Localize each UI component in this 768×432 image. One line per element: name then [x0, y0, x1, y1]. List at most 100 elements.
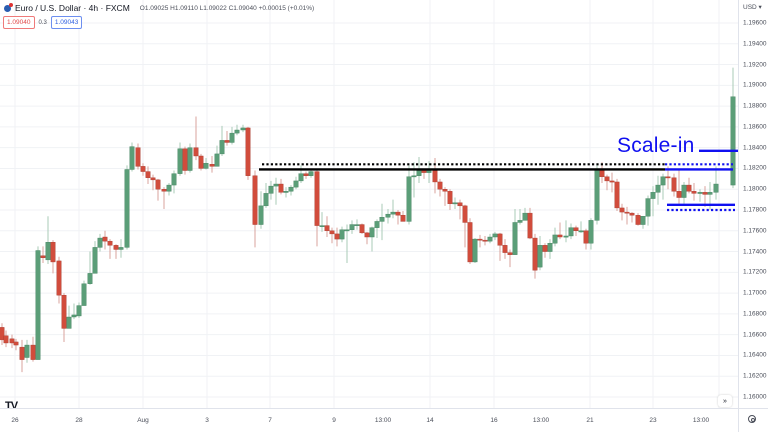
price-tick-label: 1.17400 [743, 248, 767, 256]
time-tick-label: 14 [426, 417, 434, 424]
candlestick-chart[interactable] [0, 0, 738, 408]
price-tick-label: 1.19400 [743, 40, 767, 48]
time-tick-label: Aug [137, 417, 149, 424]
candle [92, 241, 98, 274]
candle [102, 230, 108, 250]
price-tick-label: 1.16600 [743, 331, 767, 339]
candle [492, 231, 498, 241]
time-tick-label: 13:00 [692, 417, 710, 424]
candle [730, 67, 736, 189]
price-tick-label: 1.19200 [743, 61, 767, 69]
price-tick-label: 1.17000 [743, 289, 767, 297]
candle [150, 174, 156, 191]
candle [9, 334, 15, 349]
candle [35, 246, 41, 360]
candle [364, 231, 370, 245]
candle [671, 173, 677, 197]
candle [547, 239, 553, 259]
time-tick-label: 26 [11, 417, 19, 424]
drawn-lines[interactable] [259, 149, 738, 212]
candle [462, 204, 468, 248]
candle [482, 235, 488, 246]
tradingview-logo-icon[interactable]: TV [5, 400, 18, 408]
candle [385, 208, 391, 224]
scroll-to-realtime-button[interactable]: » [718, 395, 732, 407]
candle [263, 182, 269, 208]
candle [655, 175, 661, 205]
currency-selector[interactable]: USD ▾ [743, 4, 762, 11]
candle [578, 221, 584, 233]
candle [472, 238, 478, 263]
time-tick-label: 13:00 [374, 417, 392, 424]
candle [107, 239, 113, 259]
price-tick-label: 1.16200 [743, 372, 767, 380]
price-tick-label: 1.16400 [743, 351, 767, 359]
candle [24, 339, 30, 363]
candle [234, 124, 240, 136]
time-tick-label: 16 [490, 417, 498, 424]
candle [650, 186, 656, 217]
candle [319, 212, 325, 232]
candle [437, 178, 443, 197]
candle [252, 170, 258, 248]
candle [66, 305, 72, 329]
symbol-title[interactable]: Euro / U.S. Dollar · 4h · FXCM [15, 3, 130, 13]
price-tick-label: 1.16800 [743, 310, 767, 318]
candle [308, 169, 314, 178]
candle [614, 178, 620, 212]
scale-in-annotation[interactable]: Scale-in [617, 134, 695, 157]
candle [344, 224, 350, 263]
eur-usd-flag-icon [4, 2, 13, 12]
candle [354, 219, 360, 230]
candle [507, 249, 513, 268]
chart-pane[interactable]: Euro / U.S. Dollar · 4h · FXCM O1.09025 … [0, 0, 738, 408]
axis-settings-button[interactable] [738, 408, 768, 432]
time-axis[interactable]: 26 28 Aug 3 7 9 13:00 14 16 13:00 21 23 13:00 [0, 408, 738, 432]
candle [283, 187, 289, 198]
candle [71, 303, 77, 320]
double-chevron-right-icon: » [723, 397, 727, 405]
candle [81, 280, 87, 306]
price-axis[interactable]: USD ▾ 1.19600 1.19400 1.19200 1.19000 1.1880… [738, 0, 768, 408]
candle [171, 170, 177, 194]
candle [532, 233, 538, 279]
candle [87, 251, 93, 285]
buy-button[interactable]: 1.09043 [50, 16, 83, 29]
candle [512, 208, 518, 255]
candle [314, 170, 320, 247]
candle [45, 216, 51, 265]
candle [395, 210, 401, 225]
candle [379, 203, 385, 241]
candle [477, 234, 483, 248]
candle [198, 153, 204, 171]
time-tick-label: 28 [75, 417, 83, 424]
candle [467, 218, 473, 265]
candle [339, 226, 345, 243]
candle [537, 235, 543, 271]
candle [13, 338, 19, 351]
candle [527, 207, 533, 240]
time-tick-label: 13:00 [532, 417, 550, 424]
candle [681, 181, 687, 204]
symbol-legend[interactable]: Euro / U.S. Dollar · 4h · FXCM O1.09025 … [4, 2, 314, 13]
candle [447, 189, 453, 210]
candle [619, 203, 625, 221]
price-tick-label: 1.18000 [743, 185, 767, 193]
candle [214, 145, 220, 167]
candle [224, 131, 230, 146]
candle [118, 239, 124, 258]
candle [40, 246, 46, 263]
candle [702, 186, 708, 207]
candle [557, 222, 563, 240]
price-tick-label: 1.17600 [743, 227, 767, 235]
candle [713, 166, 719, 200]
candle [406, 165, 412, 225]
sell-button[interactable]: 1.09040 [3, 16, 35, 29]
time-tick-label: 7 [268, 417, 272, 424]
candle [457, 199, 463, 220]
candle [124, 165, 130, 250]
candles [0, 67, 736, 373]
quote-buttons: 1.09040 0.3 1.09043 [3, 16, 83, 29]
candle [400, 211, 406, 222]
candle [583, 228, 589, 250]
